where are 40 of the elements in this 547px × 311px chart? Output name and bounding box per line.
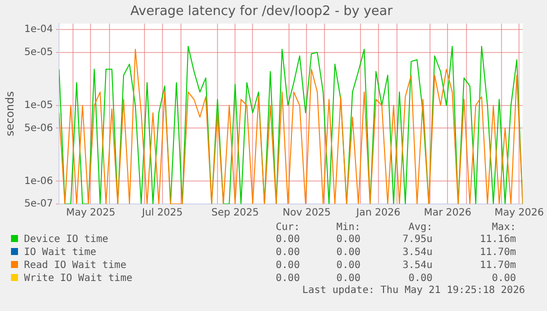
y-tick-label: 5e-05 <box>24 47 54 58</box>
x-tick-label: May 2026 <box>494 208 544 219</box>
text: 11.70m <box>478 246 517 259</box>
x-tick-label: Nov 2025 <box>282 208 331 219</box>
x-tick-label: Jan 2026 <box>355 208 400 219</box>
y-tick-label: 1e-06 <box>24 176 54 187</box>
text: 0.00 <box>335 246 362 259</box>
legend-label: Read IO Wait time <box>23 259 128 272</box>
x-tick-label: Mar 2026 <box>424 208 472 219</box>
chart-title: Average latency for /dev/loop2 - by year <box>130 4 394 20</box>
legend-label: Device IO time <box>23 233 110 246</box>
y-tick-label: 1e-05 <box>24 100 54 111</box>
y-tick-label: 1e-04 <box>24 24 54 36</box>
text: 0.00 <box>335 272 362 285</box>
text: Last update: Thu May 21 19:25:18 2026 <box>301 285 525 296</box>
text: Min: <box>335 222 362 233</box>
text: 3.54u <box>401 246 434 259</box>
x-tick-label: May 2025 <box>66 208 116 219</box>
legend-label: Write IO Wait time <box>23 272 134 285</box>
x-tick-label: Jul 2025 <box>140 208 183 219</box>
text: 0.00 <box>274 259 301 272</box>
legend-label: IO Wait time <box>23 246 98 259</box>
text: Cur: <box>274 222 301 233</box>
text: Avg: <box>407 222 434 233</box>
text: 0.00 <box>274 246 301 259</box>
text: 0.00 <box>490 272 517 285</box>
x-tick-label: Sep 2025 <box>211 208 259 219</box>
y-tick-label: 5e-07 <box>24 198 54 210</box>
text: 0.00 <box>274 272 301 285</box>
text: 11.16m <box>478 233 517 246</box>
text: 0.00 <box>335 233 362 246</box>
text: 11.70m <box>478 259 517 272</box>
text: 7.95u <box>401 233 434 246</box>
text: 3.54u <box>401 259 434 272</box>
text: 0.00 <box>407 272 434 285</box>
y-axis-title: seconds <box>3 91 16 136</box>
text: 0.00 <box>335 259 362 272</box>
text: 0.00 <box>274 233 301 246</box>
text: Max: <box>490 222 517 233</box>
y-tick-label: 5e-06 <box>24 122 54 134</box>
